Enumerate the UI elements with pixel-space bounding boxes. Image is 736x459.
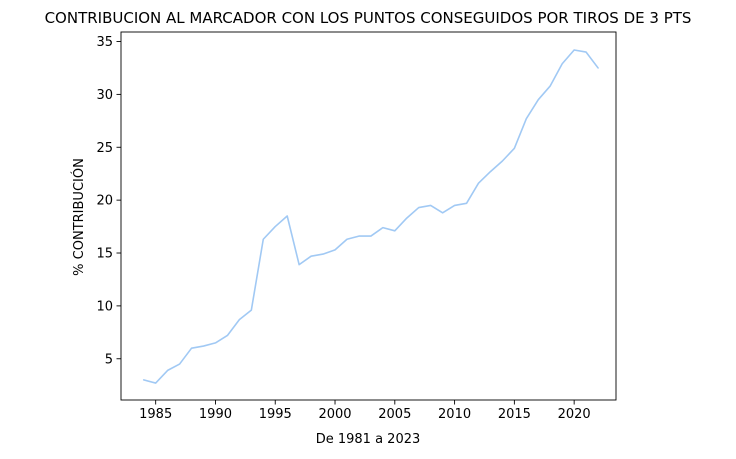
y-tick-label-5: 5 bbox=[105, 352, 113, 367]
y-tick-label-30: 30 bbox=[96, 88, 113, 103]
x-tick-label-2000: 2000 bbox=[318, 407, 351, 422]
x-tick-label-2020: 2020 bbox=[558, 407, 591, 422]
x-tick-label-1985: 1985 bbox=[139, 407, 172, 422]
y-tick-label-35: 35 bbox=[96, 35, 113, 50]
x-tick-label-2010: 2010 bbox=[438, 407, 471, 422]
y-tick-label-10: 10 bbox=[96, 299, 113, 314]
y-tick-label-25: 25 bbox=[96, 141, 113, 156]
y-axis-label: % CONTRIBUCIÓN bbox=[71, 158, 87, 276]
plot-frame bbox=[120, 31, 617, 401]
y-tick-label-20: 20 bbox=[96, 194, 113, 209]
plot-area: 1985 1990 1995 2000 2005 2010 2015 2020 5 10 15 20 2… bbox=[96, 31, 617, 422]
y-tick-label-15: 15 bbox=[96, 247, 113, 262]
chart-title: CONTRIBUCION AL MARCADOR CON LOS PUNTOS … bbox=[45, 9, 692, 27]
series-line-0 bbox=[142, 49, 599, 384]
x-tick-label-2005: 2005 bbox=[378, 407, 411, 422]
x-tick-label-1990: 1990 bbox=[199, 407, 232, 422]
x-tick-label-2015: 2015 bbox=[498, 407, 531, 422]
x-axis-label: De 1981 a 2023 bbox=[316, 432, 421, 447]
x-tick-label-1995: 1995 bbox=[259, 407, 292, 422]
